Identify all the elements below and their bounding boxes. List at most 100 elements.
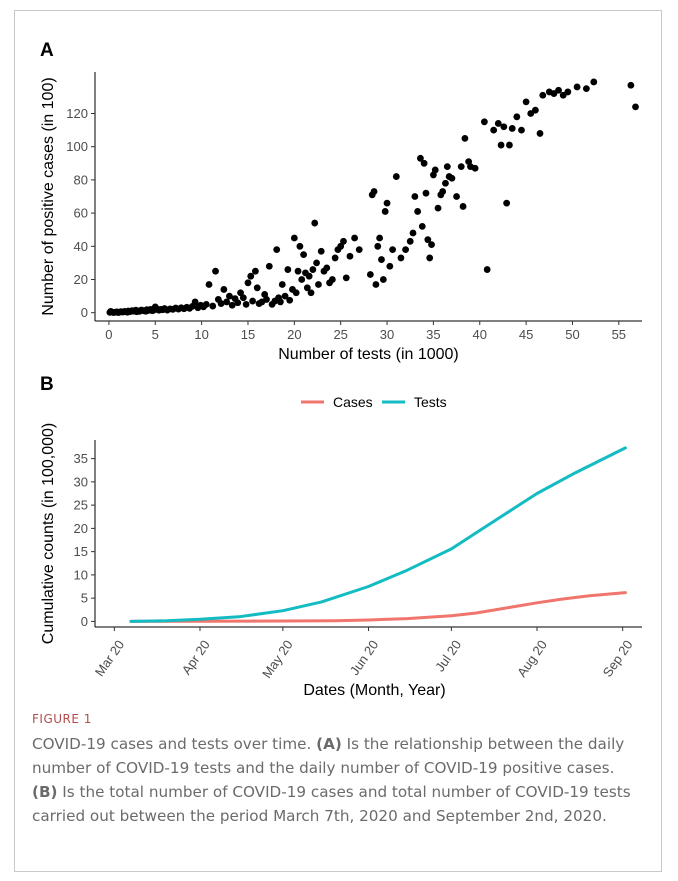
scatter-point [313, 259, 320, 267]
caption-text-a: Is the relationship between the daily nu… [32, 735, 625, 777]
scatter-point [340, 237, 347, 245]
scatter-point [522, 98, 530, 106]
scatter-point [107, 307, 115, 315]
legend-label-tests: Tests [414, 394, 447, 410]
scatter-point [366, 271, 374, 278]
scatter-point [237, 289, 244, 297]
scatter-point [426, 254, 434, 262]
x-tick-label: May 20 [259, 637, 296, 681]
scatter-point [239, 294, 247, 302]
scatter-point [242, 301, 250, 308]
scatter-points [106, 78, 639, 316]
y-tick-label: 5 [81, 591, 88, 606]
scatter-point [536, 130, 544, 137]
legend-label-cases: Cases [333, 394, 373, 410]
scatter-point [420, 159, 428, 167]
x-axis-title: Number of tests (in 1000) [278, 346, 459, 363]
scatter-point [471, 164, 479, 172]
scatter-point [142, 307, 150, 315]
scatter-point [220, 286, 228, 293]
scatter-point [284, 266, 292, 273]
scatter-point [389, 246, 397, 254]
line-chart: 0 5 10 15 20 25 30 35 Mar 20 Apr 20 May 20 Jun 20 J… [40, 423, 642, 699]
y-tick-label: 35 [74, 451, 88, 466]
scatter-point [431, 166, 439, 174]
scatter-point [381, 208, 389, 215]
scatter-point [244, 279, 252, 287]
y-tick-label: 15 [74, 544, 88, 559]
y-axis-title: Cumulative counts (in 100,000) [40, 423, 57, 644]
scatter-point [370, 188, 378, 195]
x-tick-label: 35 [426, 327, 440, 342]
series-lines [129, 446, 627, 623]
x-tick-label: Apr 20 [179, 637, 213, 677]
scatter-point [392, 173, 400, 180]
series-line-tests [129, 446, 627, 623]
scatter-point [298, 276, 306, 283]
y-tick-label: 25 [74, 498, 88, 513]
x-tick-label: 5 [152, 327, 159, 342]
scatter-point [191, 298, 199, 306]
scatter-point [323, 264, 331, 272]
figure-card [14, 10, 662, 872]
scatter-point [247, 272, 255, 280]
x-tick-label: 30 [380, 327, 394, 342]
caption-text-b: Is the total number of COVID-19 cases an… [32, 783, 631, 825]
scatter-point [355, 246, 363, 254]
scatter-point [379, 276, 387, 283]
scatter-point [443, 163, 451, 171]
x-tick-label: 45 [519, 327, 533, 342]
scatter-point [573, 83, 581, 91]
x-tick-label: Mar 20 [92, 637, 127, 679]
scatter-point [372, 281, 380, 288]
scatter-point [234, 299, 242, 307]
scatter-point [378, 256, 385, 263]
y-tick-label: 20 [74, 521, 88, 536]
caption-text: COVID-19 cases and tests over time. (A) … [32, 732, 632, 828]
scatter-point [448, 174, 456, 182]
figure-caption: FIGURE 1 COVID-19 cases and tests over t… [32, 712, 632, 828]
scatter-point [417, 154, 424, 162]
scatter-point [294, 267, 302, 275]
y-tick-label: 0 [81, 614, 88, 629]
scatter-point [453, 193, 460, 200]
caption-intro: COVID-19 cases and tests over time. [32, 735, 317, 753]
scatter-point [253, 284, 261, 292]
scatter-point [424, 236, 432, 244]
scatter-point [337, 242, 345, 250]
scatter-point [461, 135, 469, 142]
scatter-point [305, 272, 313, 280]
scatter-point [263, 296, 270, 303]
scatter-point [397, 254, 405, 262]
scatter-point [351, 234, 358, 242]
scatter-point [406, 237, 414, 245]
caption-ref-b: (B) [32, 783, 58, 801]
scatter-point [251, 267, 259, 275]
scatter-point [228, 301, 236, 309]
scatter-point [434, 204, 442, 212]
scatter-point [309, 266, 317, 273]
y-tick-label: 120 [66, 106, 88, 121]
scatter-point [205, 281, 213, 288]
scatter-point [513, 113, 521, 121]
x-tick-label: Aug 20 [514, 637, 550, 679]
scatter-point [281, 292, 289, 300]
scatter-point [212, 267, 219, 275]
scatter-point [411, 193, 419, 200]
y-axis-title: Number of positive cases (in 100) [40, 77, 57, 315]
x-tick-label: 0 [105, 327, 112, 342]
scatter-point [402, 246, 409, 254]
scatter-point [376, 234, 384, 242]
scatter-point [539, 91, 547, 99]
scatter-point [265, 262, 273, 270]
scatter-point [483, 266, 491, 273]
scatter-point [374, 242, 382, 250]
series-line-cases [129, 591, 627, 623]
scatter-point [277, 298, 284, 306]
scatter-point [490, 126, 498, 134]
scatter-point [422, 189, 430, 197]
scatter-point [278, 281, 286, 288]
scatter-point [500, 123, 508, 131]
scatter-point [508, 125, 516, 132]
scatter-point [564, 88, 572, 96]
